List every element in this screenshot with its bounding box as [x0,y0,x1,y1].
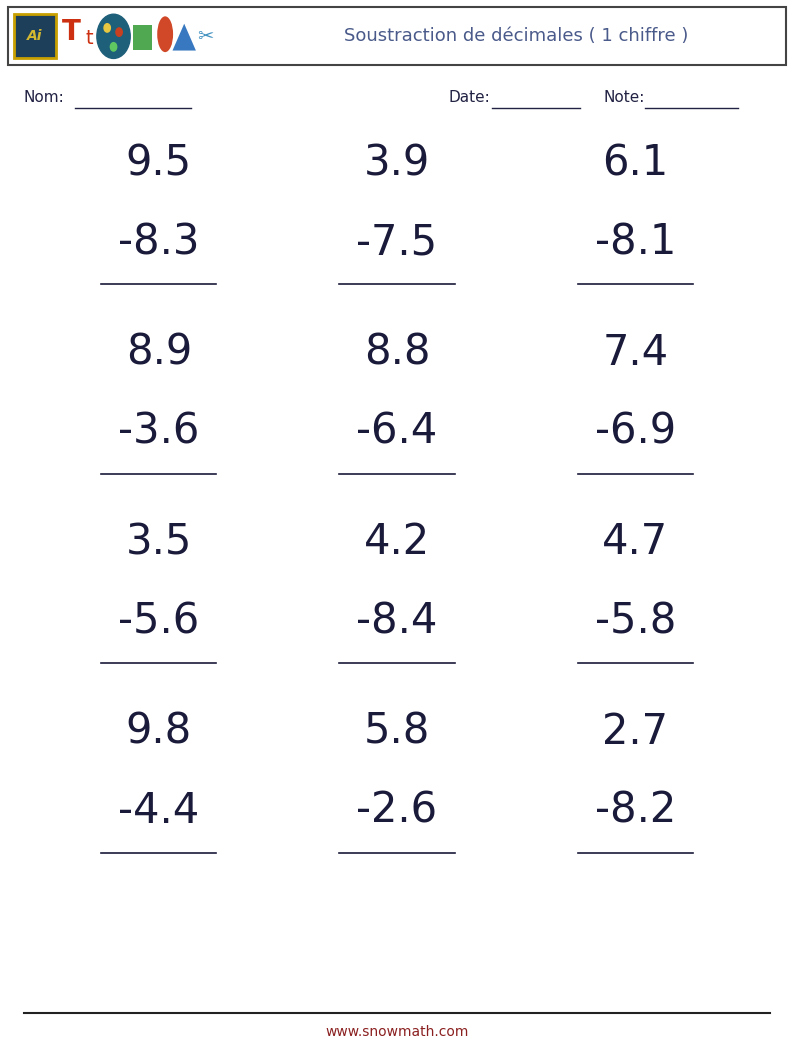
FancyBboxPatch shape [133,24,152,51]
Text: -3.6: -3.6 [118,411,199,453]
Text: -6.9: -6.9 [595,411,676,453]
Text: 3.9: 3.9 [364,142,430,184]
Text: 8.8: 8.8 [364,332,430,374]
FancyBboxPatch shape [14,14,56,59]
Text: -8.2: -8.2 [595,790,676,832]
Text: www.snowmath.com: www.snowmath.com [326,1025,468,1039]
Text: t: t [85,28,93,48]
Text: -4.4: -4.4 [118,790,199,832]
Text: -8.4: -8.4 [357,600,437,642]
Text: -7.5: -7.5 [357,221,437,263]
Text: Note:: Note: [603,91,645,105]
Text: 9.8: 9.8 [125,711,192,753]
Text: Soustraction de décimales ( 1 chiffre ): Soustraction de décimales ( 1 chiffre ) [344,27,688,45]
Text: 9.5: 9.5 [125,142,192,184]
Text: -5.8: -5.8 [595,600,676,642]
Text: 7.4: 7.4 [602,332,669,374]
Text: -8.3: -8.3 [118,221,199,263]
Text: Date:: Date: [449,91,491,105]
Text: 3.5: 3.5 [125,521,192,563]
Circle shape [110,42,117,51]
Text: -5.6: -5.6 [118,600,199,642]
Ellipse shape [157,16,173,52]
Circle shape [116,28,122,36]
Text: 6.1: 6.1 [602,142,669,184]
Text: 5.8: 5.8 [364,711,430,753]
Text: 4.2: 4.2 [364,521,430,563]
Circle shape [104,24,110,33]
Text: 2.7: 2.7 [602,711,669,753]
Text: -8.1: -8.1 [595,221,676,263]
Text: T: T [62,18,81,46]
Text: 4.7: 4.7 [602,521,669,563]
Text: ✂: ✂ [197,26,213,46]
Text: Ai: Ai [27,29,43,43]
Text: -6.4: -6.4 [357,411,437,453]
Circle shape [97,14,130,59]
Text: 8.9: 8.9 [125,332,192,374]
FancyBboxPatch shape [8,7,786,65]
Text: Nom:: Nom: [24,91,64,105]
Text: -2.6: -2.6 [357,790,437,832]
